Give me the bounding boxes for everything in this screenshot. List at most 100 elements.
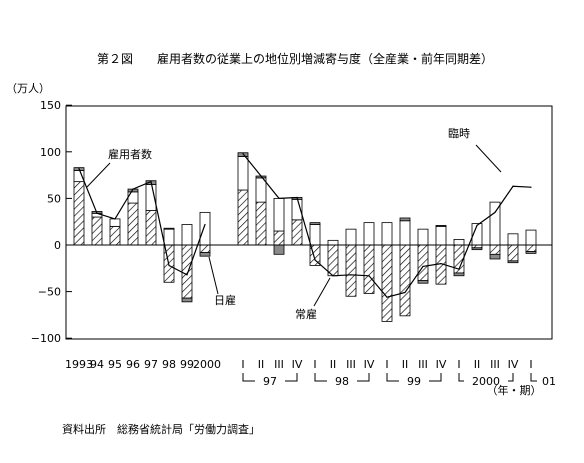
bar-segment: [525, 244, 537, 252]
plot-frame: [65, 105, 553, 340]
bar-segment: [109, 218, 121, 227]
bar-segment: [525, 229, 537, 246]
series-label-regular: 常雇: [295, 307, 317, 321]
year-bracket: [530, 373, 537, 382]
x-tick-label: I: [241, 358, 244, 371]
x-tick-label: III: [490, 358, 500, 371]
y-tick-label: 0: [54, 239, 61, 252]
leader-line: [208, 256, 219, 295]
year-group-label: 2000: [472, 375, 500, 388]
x-tick-label: III: [418, 358, 428, 371]
total-point: [150, 181, 152, 183]
y-tick-label: −50: [38, 286, 61, 299]
bar-segment: [507, 244, 519, 262]
total-point: [386, 296, 388, 298]
leader-line: [86, 162, 111, 188]
bar-segment: [91, 216, 103, 246]
bar-segment: [127, 202, 139, 246]
chart-title: 第２図 雇用者数の従業上の地位別増減寄与度（全産業・前年同期差）: [97, 51, 493, 66]
x-tick-label: 97: [144, 358, 158, 371]
total-point: [314, 259, 316, 261]
y-tick-label: 50: [47, 192, 61, 205]
x-tick-label: IV: [292, 358, 303, 371]
year-bracket: [429, 373, 442, 382]
x-tick-label: IV: [436, 358, 447, 371]
y-axis-unit: （万人）: [6, 82, 50, 95]
bar-segment: [345, 228, 357, 246]
x-tick-label: 96: [126, 358, 140, 371]
total-point: [186, 274, 188, 276]
bar-segment: [163, 228, 175, 246]
bar-segment: [489, 253, 501, 260]
y-ticks: 150 100 50 0 −50 −100: [31, 99, 72, 345]
leader-line: [475, 144, 502, 173]
total-point: [204, 223, 206, 226]
series-label-day: 日雇: [214, 293, 236, 307]
bar-segment: [273, 197, 285, 232]
year-bracket: [458, 373, 464, 382]
bar-segment: [273, 244, 285, 255]
leader-line: [313, 277, 331, 307]
x-tick-label: III: [274, 358, 284, 371]
year-group-label: 99: [407, 375, 421, 388]
total-point: [476, 224, 478, 227]
source-note: 資料出所 総務省統計局「労働力調査」: [62, 422, 260, 436]
bar-segment: [399, 220, 411, 246]
x-tick-label: II: [474, 358, 481, 371]
bar-segment: [489, 201, 501, 246]
bar-segment: [291, 219, 303, 246]
bar-segment: [237, 189, 249, 246]
bar-segment: [309, 222, 321, 225]
total-point: [296, 196, 298, 199]
year-bracket: [508, 373, 514, 382]
bar-segment: [363, 222, 375, 246]
year-group-label: 01: [542, 375, 556, 388]
x-tick-label: I: [313, 358, 316, 371]
x-tick-label: 95: [108, 358, 122, 371]
bar-segment: [399, 244, 411, 317]
x-tick-label: 94: [90, 358, 104, 371]
x-tick-label: II: [402, 358, 409, 371]
year-bracket: [285, 373, 298, 382]
total-point: [440, 263, 442, 265]
total-point: [242, 153, 244, 155]
bar-segment: [237, 156, 249, 191]
total-point: [368, 275, 370, 277]
year-group-label: 98: [335, 375, 349, 388]
total-line: [78, 168, 206, 276]
x-tick-label: IV: [364, 358, 375, 371]
bar-segment: [381, 244, 393, 322]
total-point: [404, 291, 406, 294]
x-tick-label: 99: [180, 358, 194, 371]
bar-segment: [145, 210, 157, 246]
bar-segment: [181, 224, 193, 246]
x-tick-label: II: [330, 358, 337, 371]
bar-segment: [273, 230, 285, 246]
total-point: [78, 167, 80, 170]
bar-segment: [417, 244, 429, 281]
bar-segment: [525, 251, 537, 254]
y-tick-label: 100: [40, 146, 61, 159]
total-point: [114, 218, 116, 220]
bar-segment: [435, 225, 447, 246]
bar-segment: [399, 217, 411, 222]
bar-segment: [507, 233, 519, 246]
total-point: [132, 188, 134, 190]
x-axis-unit: （年・期）: [487, 383, 542, 397]
year-group-label: 97: [263, 375, 277, 388]
x-tick-label: 2000: [193, 358, 221, 371]
total-point: [168, 264, 170, 267]
year-bracket: [314, 373, 327, 382]
total-point: [96, 212, 98, 214]
x-tick-label: I: [385, 358, 388, 371]
bar-segment: [109, 225, 121, 246]
year-bracket: [357, 373, 370, 382]
bar-segment: [345, 244, 357, 297]
total-point: [350, 274, 352, 276]
total-point: [458, 268, 460, 270]
total-line-layer: [78, 153, 532, 298]
bar-segment: [309, 224, 321, 246]
series-label-temporary: 臨時: [448, 127, 470, 140]
bar-segment: [471, 247, 483, 251]
